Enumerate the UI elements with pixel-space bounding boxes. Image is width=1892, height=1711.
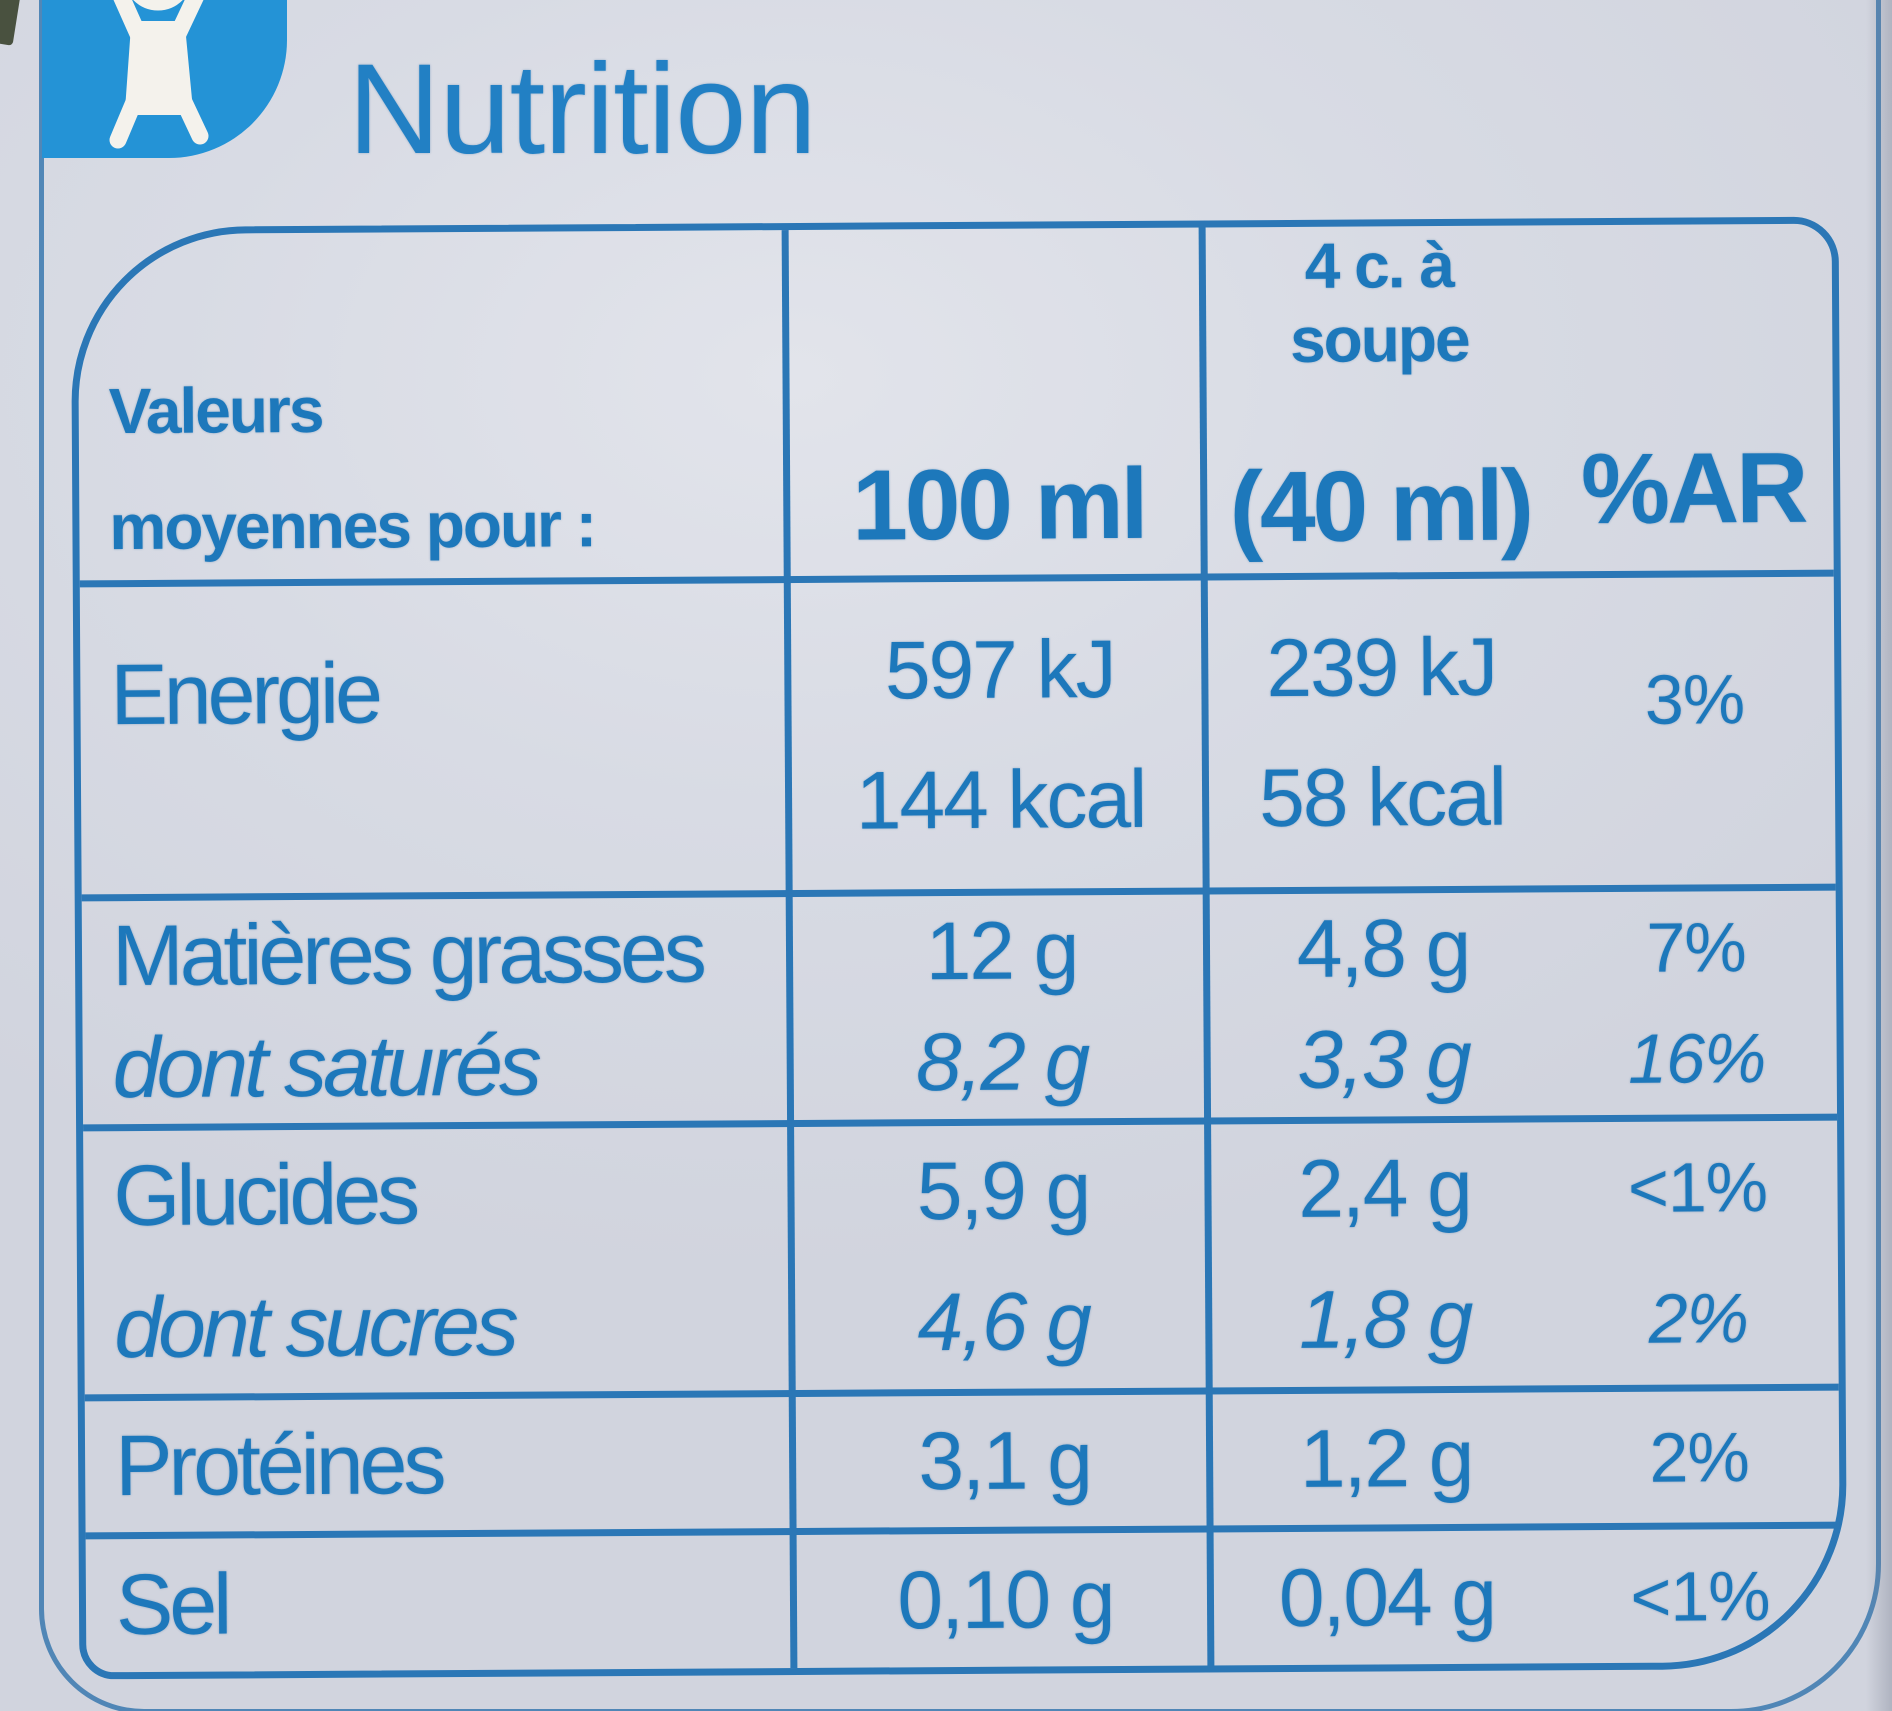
table-row-dont-sucres: dont sucres 4,6 g 1,8 g 2% (84, 1252, 1839, 1394)
cell-percent-ar: 3% (1644, 659, 1745, 739)
cell-per-portion: 2,4 g (1297, 1142, 1471, 1235)
table-row-dont-satures: dont saturés 8,2 g 3,3 g 16% (82, 1002, 1837, 1124)
cell-percent-ar: 16% (1627, 1019, 1766, 1099)
cell-label: Energie (110, 645, 380, 744)
cell-label: dont sucres (114, 1277, 516, 1376)
cell-per-portion: 3,3 g (1297, 1014, 1471, 1107)
cell-per-portion: 4,8 g (1296, 902, 1470, 995)
person-arms-raised-icon (42, 0, 287, 158)
label-outer-frame (39, 0, 1881, 1711)
cell-per-portion: 239 kJ 58 kcal (1258, 621, 1506, 844)
cell-label: Sel (115, 1556, 229, 1654)
cell-label: dont saturés (112, 1017, 539, 1116)
cell-per-portion: 1,2 g (1299, 1412, 1473, 1505)
header-values-line2: moyennes pour : (109, 488, 596, 564)
table-row-carbs-group: Glucides 5,9 g 2,4 g <1% dont sucres 4,6… (83, 1121, 1839, 1395)
cell-percent-ar: 2% (1649, 1417, 1749, 1497)
table-row-sel: Sel 0,10 g 0,04 g <1% (86, 1529, 1841, 1673)
table-row-fat-group: Matières grasses 12 g 4,8 g 7% dont satu… (82, 891, 1837, 1125)
header-100ml-label: 100 ml (851, 447, 1146, 562)
table-header-row: Valeurs moyennes pour : 100 ml 4 c. à so… (78, 224, 1834, 581)
header-portion-line1: 4 c. à (1304, 228, 1454, 302)
table-row-proteines: Protéines 3,1 g 1,2 g 2% (85, 1391, 1840, 1533)
header-cell-portion: 4 c. à soupe (40 ml) (1206, 225, 1554, 573)
cell-percent-ar: 7% (1646, 907, 1746, 987)
cell-per-portion: 1,8 g (1298, 1274, 1472, 1367)
nutrition-table: Valeurs moyennes pour : 100 ml 4 c. à so… (70, 216, 1848, 1680)
page-title: Nutrition (348, 38, 817, 181)
header-portion-line2: soupe (1289, 302, 1469, 376)
cell-per-100ml: 3,1 g (918, 1414, 1092, 1507)
table-row-matieres-grasses: Matières grasses 12 g 4,8 g 7% (82, 891, 1837, 1013)
cell-label: Glucides (113, 1146, 417, 1245)
cell-percent-ar: <1% (1627, 1147, 1768, 1227)
header-portion-line3: (40 ml) (1229, 449, 1532, 564)
package-edge-shadow (1866, 0, 1892, 1711)
cell-percent-ar: 2% (1648, 1279, 1749, 1359)
header-ar-label: %AR (1580, 431, 1806, 546)
cell-per-100ml: 4,6 g (917, 1276, 1091, 1369)
cell-per-100ml: 597 kJ 144 kcal (855, 623, 1146, 847)
cell-per-100ml: 0,10 g (897, 1553, 1114, 1646)
table-row-energie: Energie 597 kJ 144 kcal 239 kJ 58 kcal 3… (80, 577, 1836, 895)
cell-label: Protéines (114, 1416, 443, 1515)
header-cell-100ml: 100 ml (789, 227, 1208, 576)
table-row-glucides: Glucides 5,9 g 2,4 g <1% (83, 1121, 1838, 1263)
cell-per-portion: 0,04 g (1278, 1551, 1496, 1644)
cell-percent-ar: <1% (1630, 1556, 1770, 1636)
cell-per-100ml: 12 g (925, 905, 1078, 997)
cell-per-100ml: 8,2 g (915, 1016, 1089, 1109)
package-corner-artifact (0, 0, 22, 46)
cell-per-100ml: 5,9 g (916, 1144, 1090, 1238)
header-cell-values: Valeurs moyennes pour : (78, 230, 791, 580)
cell-label: Matières grasses (111, 904, 704, 1005)
header-cell-ar: %AR (1552, 224, 1834, 572)
header-values-line1: Valeurs (108, 373, 323, 448)
